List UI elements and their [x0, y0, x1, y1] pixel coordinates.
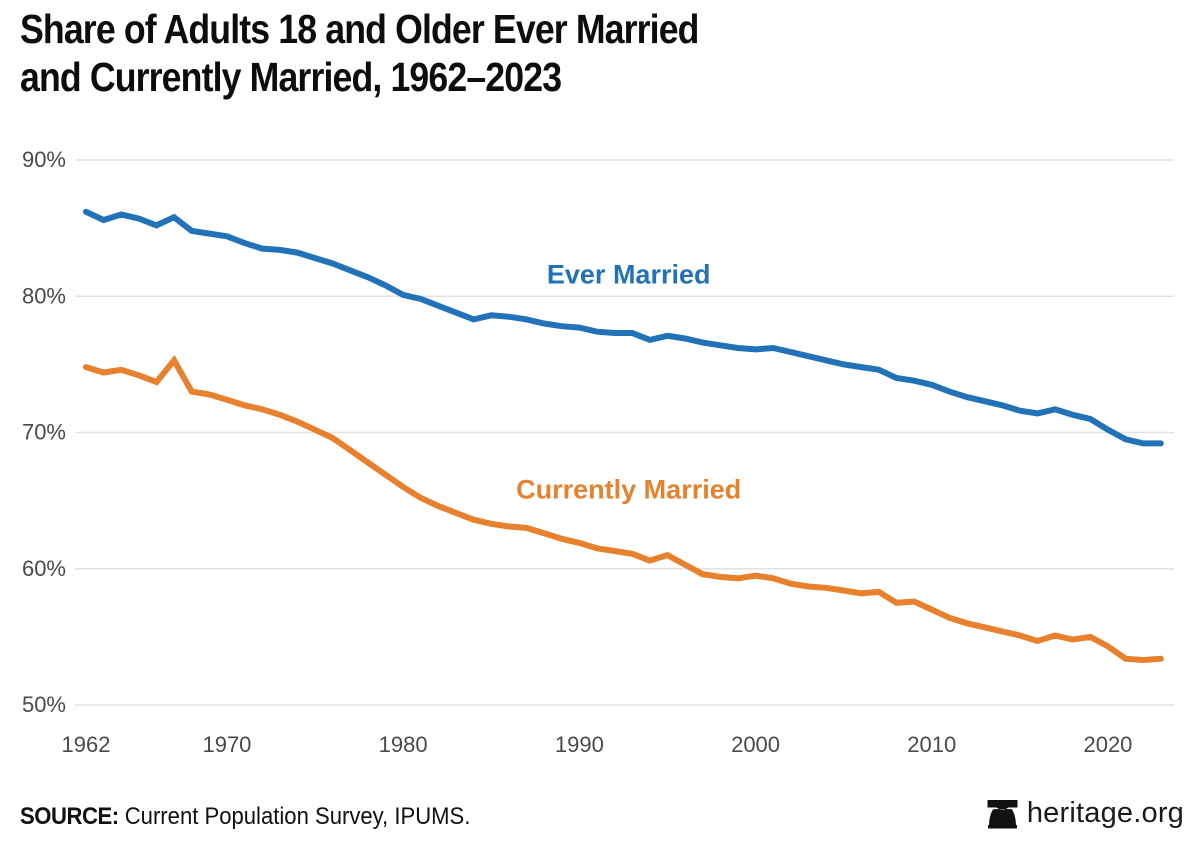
x-tick-label-1962: 1962: [62, 732, 111, 757]
series-label-ever-married: Ever Married: [547, 259, 711, 289]
brand-text: heritage.org: [1026, 797, 1184, 829]
chart-title-line1: Share of Adults 18 and Older Ever Marrie…: [20, 6, 699, 52]
x-tick-label-2010: 2010: [907, 732, 956, 757]
y-tick-label-60: 60%: [22, 556, 66, 581]
line-currently-married: [83, 354, 1164, 664]
source-label: SOURCE:: [20, 803, 119, 830]
line-ever-married: [83, 208, 1164, 447]
x-tick-label-1970: 1970: [202, 732, 251, 757]
x-tick-label-1980: 1980: [379, 732, 428, 757]
series-label-currently-married: Currently Married: [516, 475, 741, 505]
chart-footer: SOURCE: Current Population Survey, IPUMS…: [0, 795, 1200, 840]
y-tick-label-80: 80%: [22, 283, 66, 308]
heritage-brand-link[interactable]: heritage.org: [987, 797, 1184, 830]
y-tick-label-90: 90%: [22, 147, 66, 172]
chart-title-line2: and Currently Married, 1962–2023: [20, 53, 562, 100]
x-tick-label-1990: 1990: [555, 732, 604, 757]
x-tick-label-2000: 2000: [731, 732, 780, 757]
y-tick-label-70: 70%: [22, 420, 66, 445]
x-tick-label-2020: 2020: [1083, 732, 1132, 757]
chart-title: Share of Adults 18 and Older Ever Marrie…: [20, 6, 699, 102]
source-note: SOURCE: Current Population Survey, IPUMS…: [20, 803, 470, 831]
y-tick-label-50: 50%: [22, 692, 66, 717]
liberty-bell-icon: [987, 799, 1018, 828]
source-text: Current Population Survey, IPUMS.: [118, 803, 471, 830]
